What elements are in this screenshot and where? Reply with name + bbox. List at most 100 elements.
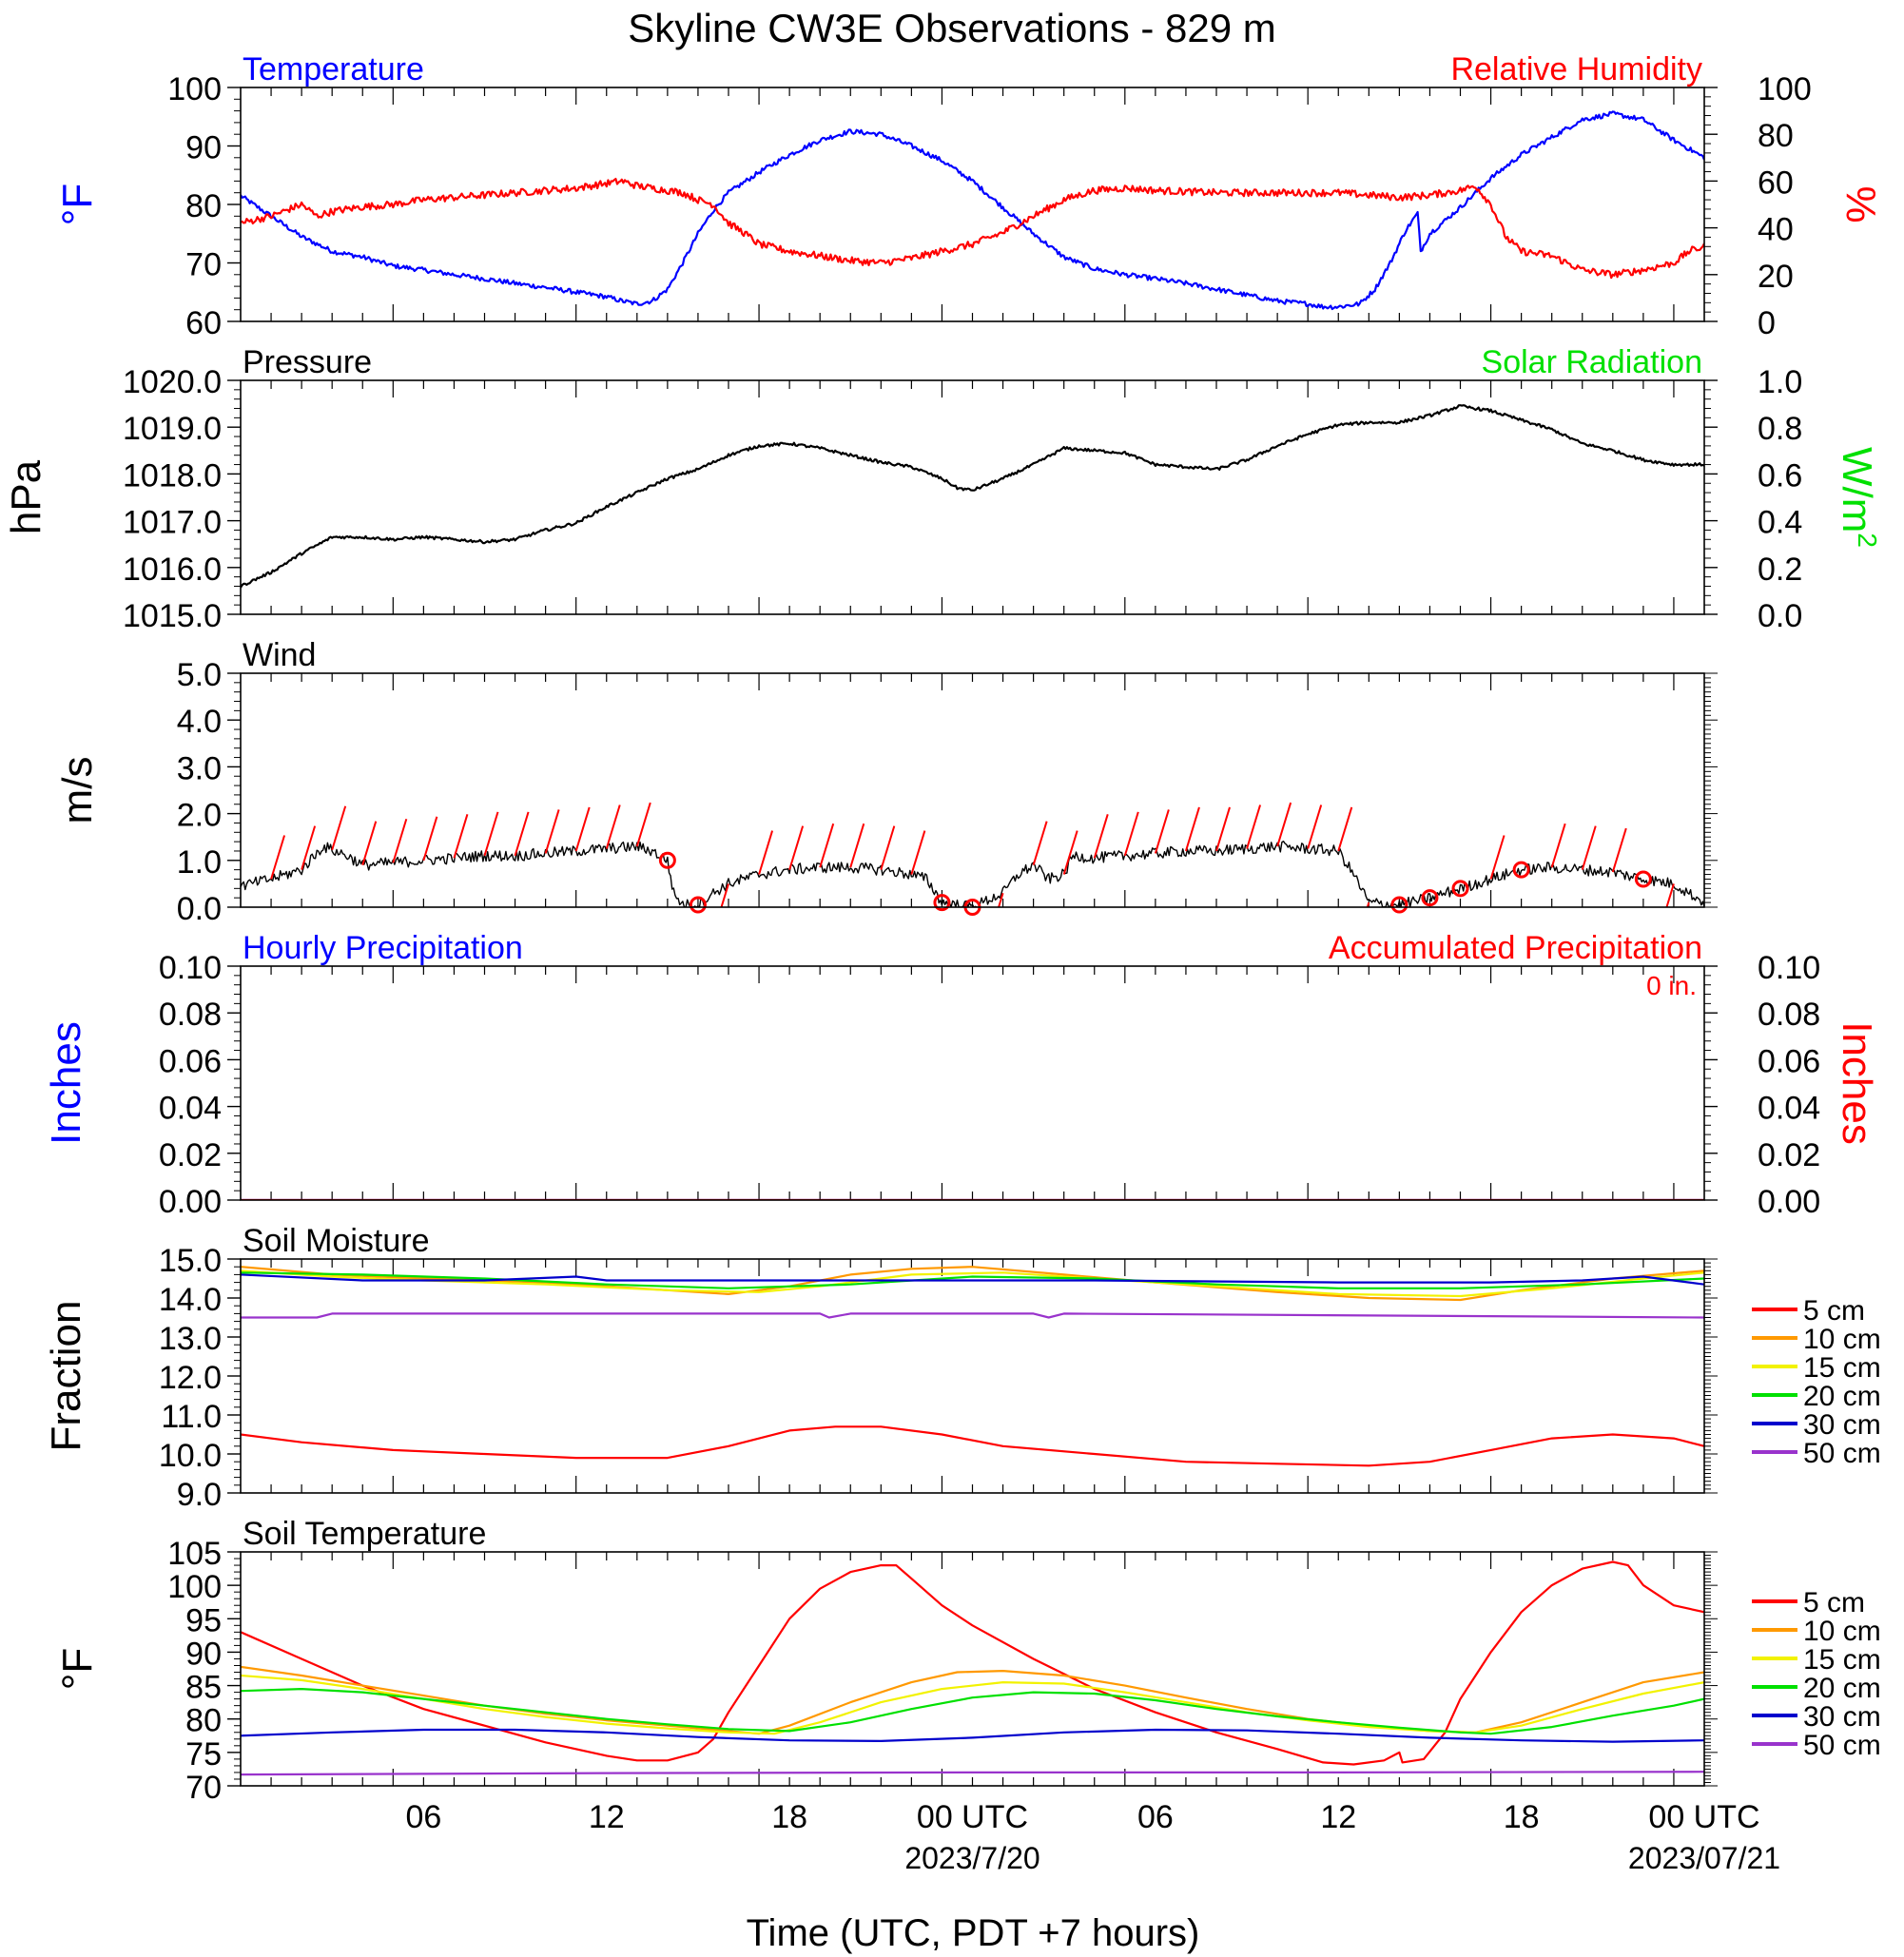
y-right-tick-label: 100 [1758, 71, 1812, 107]
y-left-tick-label: 12.0 [159, 1360, 222, 1396]
pressure-solar-ylabel-left: hPa [3, 459, 49, 534]
wind-barb [635, 802, 651, 847]
y-left-tick-label: 1015.0 [123, 598, 222, 634]
x-date-label: 2023/7/20 [904, 1841, 1039, 1875]
y-left-tick-label: 1016.0 [123, 552, 222, 588]
x-date-label: 2023/07/21 [1628, 1841, 1780, 1875]
wind-barb [574, 806, 591, 852]
legend-label: 10 cm [1803, 1616, 1881, 1647]
wind-barb [910, 830, 926, 875]
series-20cm [241, 1688, 1704, 1735]
pressure-solar-title-right: Solar Radiation [1482, 344, 1702, 380]
y-left-tick-label: 85 [185, 1670, 222, 1706]
wind-barb [1246, 804, 1262, 849]
temperature-humidity-ylabel-left: °F [54, 184, 101, 225]
y-left-tick-label: 13.0 [159, 1321, 222, 1357]
series-20cm [241, 1271, 1704, 1289]
series-5cm [241, 1425, 1704, 1467]
series-15cm [241, 1674, 1704, 1735]
wind-barb [1489, 835, 1506, 880]
soil-temperature-title-left: Soil Temperature [243, 1516, 486, 1552]
pressure-solar-ylabel-right: W/m2 [1834, 447, 1882, 548]
legend-label: 5 cm [1803, 1295, 1865, 1327]
wind-barb [998, 892, 1004, 907]
series-30cm [241, 1728, 1704, 1743]
wind-title-left: Wind [243, 637, 316, 673]
soil-moisture-frame [240, 1258, 1705, 1494]
y-right-tick-label: 0.02 [1758, 1137, 1820, 1173]
y-left-tick-label: 0.10 [159, 950, 222, 986]
wind-barb [1062, 830, 1078, 875]
series-10cm [241, 1266, 1704, 1302]
calm-wind-marker [1421, 889, 1439, 907]
legend-label: 15 cm [1803, 1352, 1881, 1384]
wind-barb [1581, 825, 1597, 870]
legend-label: 20 cm [1803, 1673, 1881, 1704]
wind-barb [514, 811, 530, 857]
x-tick-label: 06 [405, 1799, 441, 1835]
y-right-tick-label: 0.10 [1758, 950, 1820, 986]
series-line [241, 404, 1704, 589]
y-left-tick-label: 0.06 [159, 1043, 222, 1079]
y-right-tick-label: 0.06 [1758, 1043, 1820, 1079]
y-left-tick-label: 1018.0 [123, 457, 222, 494]
y-right-tick-label: 0.00 [1758, 1184, 1820, 1220]
calm-wind-marker [933, 894, 951, 912]
wind-barb [361, 821, 378, 866]
x-tick-label: 18 [1504, 1799, 1540, 1835]
series-10cm [241, 1665, 1704, 1735]
pressure-solar-frame [240, 379, 1705, 615]
y-left-tick-label: 0.08 [159, 997, 222, 1033]
y-left-tick-label: 0.0 [177, 891, 222, 927]
y-left-tick-label: 9.0 [177, 1477, 222, 1513]
y-left-tick-label: 1019.0 [123, 411, 222, 447]
y-right-tick-label: 20 [1758, 259, 1794, 295]
temperature-humidity-ylabel-right: % [1837, 185, 1884, 223]
series-group [241, 110, 1704, 311]
temperature-humidity-title-left: Temperature [243, 51, 424, 87]
calm-wind-marker [1390, 896, 1409, 914]
x-axis-title: Time (UTC, PDT +7 hours) [747, 1912, 1200, 1954]
series-5cm [241, 1560, 1704, 1766]
calm-wind-marker [1512, 861, 1530, 879]
wind-barb [392, 818, 408, 863]
wind-frame [240, 672, 1705, 908]
series-50cm [241, 1312, 1704, 1319]
legend-label: 10 cm [1803, 1324, 1881, 1355]
wind-barb [720, 883, 729, 907]
x-tick-label: 18 [771, 1799, 807, 1835]
y-left-tick-label: 95 [185, 1602, 222, 1638]
pressure-solar-title-left: Pressure [243, 344, 372, 380]
y-left-tick-label: 60 [185, 305, 222, 341]
y-left-tick-label: 5.0 [177, 657, 222, 693]
y-right-tick-label: 0.08 [1758, 997, 1820, 1033]
y-left-tick-label: 1.0 [177, 844, 222, 881]
wind-barb [1184, 806, 1200, 852]
legend-label: 20 cm [1803, 1381, 1881, 1412]
series-group [241, 404, 1704, 589]
temperature-humidity-frame [240, 87, 1705, 322]
precipitation-panel: 0.00 0.02 0.04 0.06 0.08 0.10 0.00 0.02 0.04 0.06… [43, 930, 1880, 1220]
y-left-tick-label: 14.0 [159, 1282, 222, 1318]
y-left-tick-label: 105 [167, 1536, 222, 1572]
wind-barb [605, 804, 621, 849]
precipitation-title-left: Hourly Precipitation [243, 930, 523, 966]
calm-wind-marker [1634, 870, 1652, 888]
figure-title: Skyline CW3E Observations - 829 m [628, 6, 1276, 50]
precipitation-ylabel-left: Inches [43, 1021, 89, 1145]
wind-barb [1665, 883, 1675, 907]
wind-barb [544, 809, 560, 854]
y-left-tick-label: 100 [167, 71, 222, 107]
wind-panel: 0.0 1.0 2.0 3.0 4.0 5.0 Wind m/s [54, 637, 1718, 927]
y-left-tick-label: 80 [185, 1703, 222, 1739]
legend-label: 30 cm [1803, 1409, 1881, 1441]
y-right-tick-label: 0.04 [1758, 1091, 1820, 1127]
y-right-tick-label: 0.0 [1758, 598, 1802, 634]
accumulated-total-label: 0 in. [1646, 971, 1697, 1000]
pressure-solar-panel: 1015.0 1016.0 1017.0 1018.0 1019.0 1020.0 0.0 0… [3, 344, 1882, 634]
y-left-tick-label: 90 [185, 130, 222, 166]
y-left-tick-label: 0.00 [159, 1184, 222, 1220]
y-left-tick-label: 0.04 [159, 1091, 222, 1127]
wind-barb [483, 811, 499, 857]
